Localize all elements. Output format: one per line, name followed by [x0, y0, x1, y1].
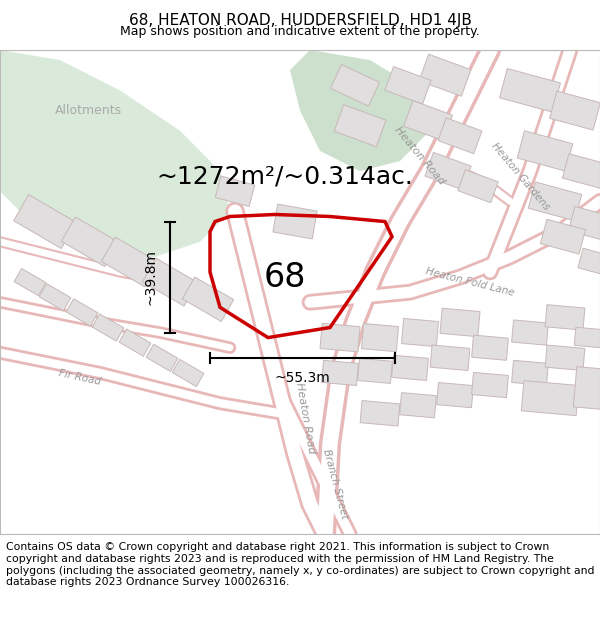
Polygon shape: [500, 69, 560, 112]
Polygon shape: [361, 324, 398, 352]
Polygon shape: [458, 170, 498, 202]
Polygon shape: [92, 314, 124, 341]
Text: 68, HEATON ROAD, HUDDERSFIELD, HD1 4JB: 68, HEATON ROAD, HUDDERSFIELD, HD1 4JB: [128, 12, 472, 28]
Polygon shape: [215, 176, 255, 207]
Polygon shape: [14, 194, 76, 249]
Polygon shape: [401, 319, 439, 347]
Polygon shape: [334, 104, 386, 147]
Text: Map shows position and indicative extent of the property.: Map shows position and indicative extent…: [120, 24, 480, 38]
Text: Heaton Road: Heaton Road: [393, 125, 447, 187]
Polygon shape: [0, 50, 230, 262]
Text: Heaton Gardens: Heaton Gardens: [489, 141, 551, 212]
Polygon shape: [574, 367, 600, 409]
Polygon shape: [320, 323, 360, 352]
Text: ~39.8m: ~39.8m: [143, 249, 157, 305]
Text: Branch Street: Branch Street: [321, 448, 349, 520]
Text: ~55.3m: ~55.3m: [275, 371, 331, 385]
Polygon shape: [545, 345, 585, 371]
Polygon shape: [146, 344, 178, 371]
Polygon shape: [400, 392, 436, 418]
Polygon shape: [39, 284, 71, 311]
Polygon shape: [562, 154, 600, 189]
Polygon shape: [517, 131, 573, 171]
Text: Fir Road: Fir Road: [58, 369, 102, 388]
Polygon shape: [66, 299, 98, 326]
Polygon shape: [529, 182, 581, 221]
Polygon shape: [472, 372, 508, 398]
Text: 68: 68: [264, 261, 306, 294]
Polygon shape: [578, 248, 600, 276]
Polygon shape: [437, 382, 473, 408]
Polygon shape: [182, 277, 234, 321]
Text: ~1272m²/~0.314ac.: ~1272m²/~0.314ac.: [157, 164, 413, 188]
Polygon shape: [419, 54, 471, 96]
Polygon shape: [438, 118, 482, 154]
Polygon shape: [172, 359, 204, 386]
Text: Heaton Road: Heaton Road: [294, 382, 316, 455]
Polygon shape: [61, 217, 119, 267]
Polygon shape: [358, 358, 392, 383]
Polygon shape: [541, 219, 586, 254]
Polygon shape: [521, 381, 579, 416]
Polygon shape: [392, 355, 428, 381]
Polygon shape: [574, 328, 600, 348]
Polygon shape: [512, 361, 548, 386]
Polygon shape: [14, 269, 46, 296]
Polygon shape: [440, 308, 480, 337]
Text: Heaton Fold Lane: Heaton Fold Lane: [425, 266, 515, 298]
Polygon shape: [322, 361, 358, 386]
Polygon shape: [545, 304, 585, 330]
Polygon shape: [404, 101, 452, 141]
Polygon shape: [385, 67, 431, 104]
Text: Contains OS data © Crown copyright and database right 2021. This information is : Contains OS data © Crown copyright and d…: [6, 542, 595, 588]
Polygon shape: [360, 401, 400, 426]
Polygon shape: [550, 91, 600, 130]
Text: Allotments: Allotments: [55, 104, 122, 117]
Polygon shape: [290, 50, 430, 171]
Polygon shape: [430, 345, 470, 371]
Polygon shape: [331, 64, 380, 106]
Polygon shape: [472, 335, 508, 360]
Polygon shape: [425, 152, 471, 190]
Polygon shape: [142, 258, 197, 306]
Polygon shape: [101, 237, 158, 287]
Polygon shape: [119, 329, 151, 356]
Polygon shape: [512, 320, 548, 345]
Polygon shape: [273, 204, 317, 239]
Polygon shape: [568, 206, 600, 241]
